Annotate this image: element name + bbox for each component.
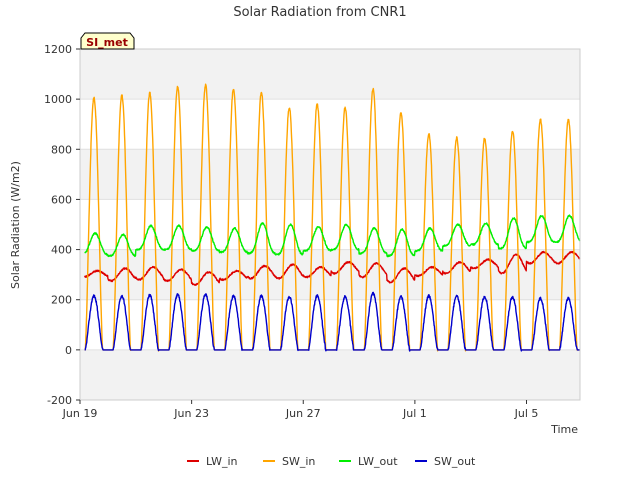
y-tick-label: 400	[51, 244, 72, 257]
y-tick-label: 800	[51, 143, 72, 156]
x-tick-label: Jul 5	[514, 407, 539, 420]
x-tick-label: Jul 1	[402, 407, 427, 420]
legend-label: LW_out	[358, 455, 398, 468]
legend-label: SW_in	[282, 455, 315, 468]
series-line-lw-out	[84, 214, 581, 258]
y-tick-label: 1200	[44, 43, 72, 56]
chart-title: Solar Radiation from CNR1	[233, 5, 406, 20]
axes: -200 0 200 400 600 800 1000 1200 Jun 19 Jun 23 Jun…	[44, 43, 581, 420]
plot-background	[80, 49, 580, 400]
y-tick-label: 600	[51, 193, 72, 206]
series-line-sw-out	[84, 291, 581, 352]
site-badge: SI_met	[80, 32, 135, 50]
x-axis-label: Time	[550, 423, 578, 436]
plot-frame	[79, 48, 581, 401]
y-tick-label: 200	[51, 294, 72, 307]
grid-band	[80, 349, 580, 400]
series-line-lw-in	[84, 250, 581, 286]
plot-area	[80, 49, 580, 400]
legend: LW_in SW_in LW_out SW_out	[187, 455, 476, 468]
site-badge-box	[80, 32, 135, 50]
grid-band	[80, 49, 580, 100]
y-tick-label: -200	[47, 394, 72, 407]
x-tick-label: Jun 23	[173, 407, 209, 420]
site-badge-label: SI_met	[86, 36, 128, 49]
x-tick-label: Jun 19	[62, 407, 98, 420]
y-tick-label: 0	[65, 344, 72, 357]
y-axis-label: Solar Radiation (W/m2)	[9, 161, 22, 289]
legend-label: SW_out	[434, 455, 476, 468]
series-layer	[84, 83, 581, 352]
x-tick-label: Jun 27	[285, 407, 321, 420]
grid-band	[80, 149, 580, 200]
y-tick-label: 1000	[44, 93, 72, 106]
legend-label: LW_in	[206, 455, 238, 468]
